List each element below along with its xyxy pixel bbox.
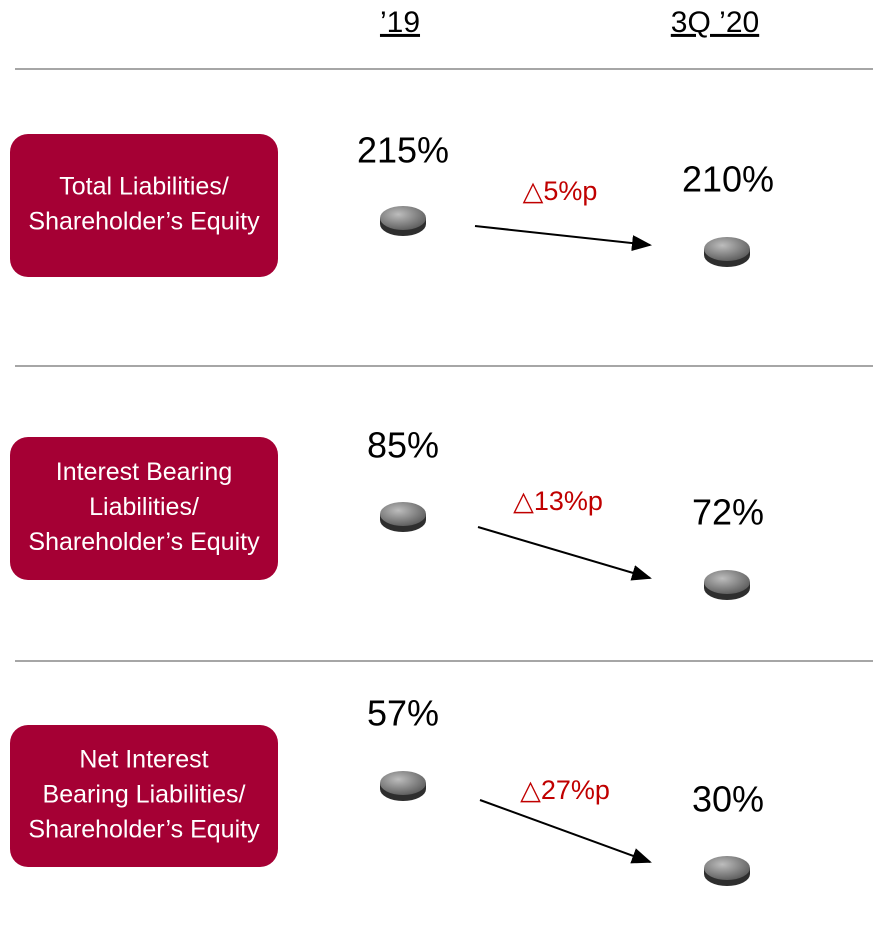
label-text: Shareholder’s Equity — [28, 208, 260, 236]
label-text: Shareholder’s Equity — [28, 528, 260, 556]
disk-top — [380, 502, 426, 526]
col-header: 3Q ’20 — [671, 6, 759, 39]
label-text: Bearing Liabilities/ — [43, 781, 246, 809]
change: △27%p — [520, 775, 610, 805]
disk-top — [704, 237, 750, 261]
disk-top — [704, 570, 750, 594]
label-text: Shareholder’s Equity — [28, 816, 260, 844]
value-3q20: 210% — [682, 159, 774, 200]
label-text: Net Interest — [79, 746, 208, 774]
disk-top — [380, 771, 426, 795]
value-3q20: 72% — [692, 492, 764, 533]
arrow — [477, 526, 652, 581]
value-3q20: 30% — [692, 779, 764, 820]
arrow — [479, 799, 652, 864]
label-box — [10, 437, 278, 580]
label-text: Liabilities/ — [89, 493, 199, 521]
change: △13%p — [513, 486, 603, 516]
label-box — [10, 725, 278, 867]
label-text: Total Liabilities/ — [59, 173, 229, 201]
value-19: 215% — [357, 130, 449, 171]
col-header: ’19 — [380, 6, 420, 39]
value-19: 57% — [367, 693, 439, 734]
change: △5%p — [523, 176, 598, 206]
disk-top — [704, 856, 750, 880]
arrow — [474, 225, 652, 252]
disk-top — [380, 206, 426, 230]
rows: Total Liabilities/Shareholder’s Equity 21… — [10, 130, 774, 886]
label-box — [10, 134, 278, 277]
value-19: 85% — [367, 425, 439, 466]
label-text: Interest Bearing — [56, 458, 233, 486]
